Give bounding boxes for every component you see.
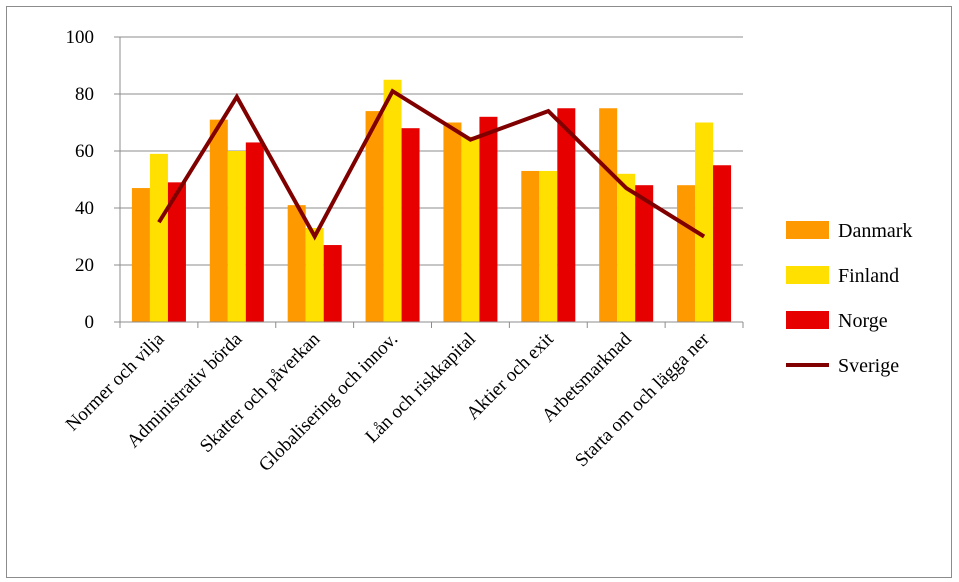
- bar-danmark-1: [209, 119, 228, 323]
- bar-norge-5: [557, 108, 576, 322]
- bar-finland-2: [305, 227, 324, 322]
- y-tick-label: 0: [85, 312, 95, 333]
- y-tick-label: 80: [75, 84, 94, 105]
- legend-swatch-finland: [786, 266, 829, 284]
- y-tick-label: 100: [66, 27, 95, 48]
- bar-danmark-4: [443, 122, 462, 322]
- bar-finland-7: [695, 122, 714, 322]
- bar-finland-1: [227, 151, 246, 322]
- bar-norge-4: [479, 116, 498, 322]
- bar-finland-5: [539, 170, 558, 322]
- bar-finland-3: [383, 79, 402, 322]
- y-tick-label: 60: [75, 141, 94, 162]
- sverige-line-layer: [157, 88, 706, 241]
- axes: [119, 37, 744, 328]
- x-tick-label: Starta om och lägga ner: [571, 328, 714, 471]
- legend-label-sverige: Sverige: [838, 355, 899, 377]
- legend-label-danmark: Danmark: [838, 220, 912, 242]
- x-tick-label: Globalisering och innov.: [255, 329, 402, 476]
- legend-swatch-norge: [786, 311, 829, 329]
- bar-norge-0: [167, 182, 186, 322]
- series-line-sverige: [157, 88, 706, 241]
- y-tick-label: 40: [75, 198, 94, 219]
- bar-norge-2: [323, 245, 342, 322]
- bar-norge-1: [245, 142, 264, 322]
- bar-danmark-5: [521, 170, 540, 322]
- bar-finland-6: [617, 173, 636, 322]
- y-axis-ticks: 0 20 40 60 80 100: [66, 27, 120, 333]
- bar-norge-6: [635, 185, 654, 322]
- legend-label-finland: Finland: [838, 265, 899, 287]
- bar-danmark-6: [599, 108, 618, 322]
- bar-finland-4: [461, 136, 480, 322]
- bars: [131, 79, 732, 323]
- bar-norge-3: [401, 128, 420, 322]
- bar-danmark-2: [287, 205, 306, 322]
- bar-danmark-7: [677, 185, 696, 322]
- legend: Danmark Finland Norge Sverige: [786, 220, 912, 377]
- legend-label-norge: Norge: [838, 310, 888, 332]
- y-tick-label: 20: [75, 255, 94, 276]
- bar-danmark-3: [365, 111, 384, 322]
- bar-danmark-0: [131, 188, 150, 322]
- legend-swatch-danmark: [786, 221, 829, 239]
- bar-finland-0: [149, 153, 168, 322]
- bar-norge-7: [713, 165, 732, 322]
